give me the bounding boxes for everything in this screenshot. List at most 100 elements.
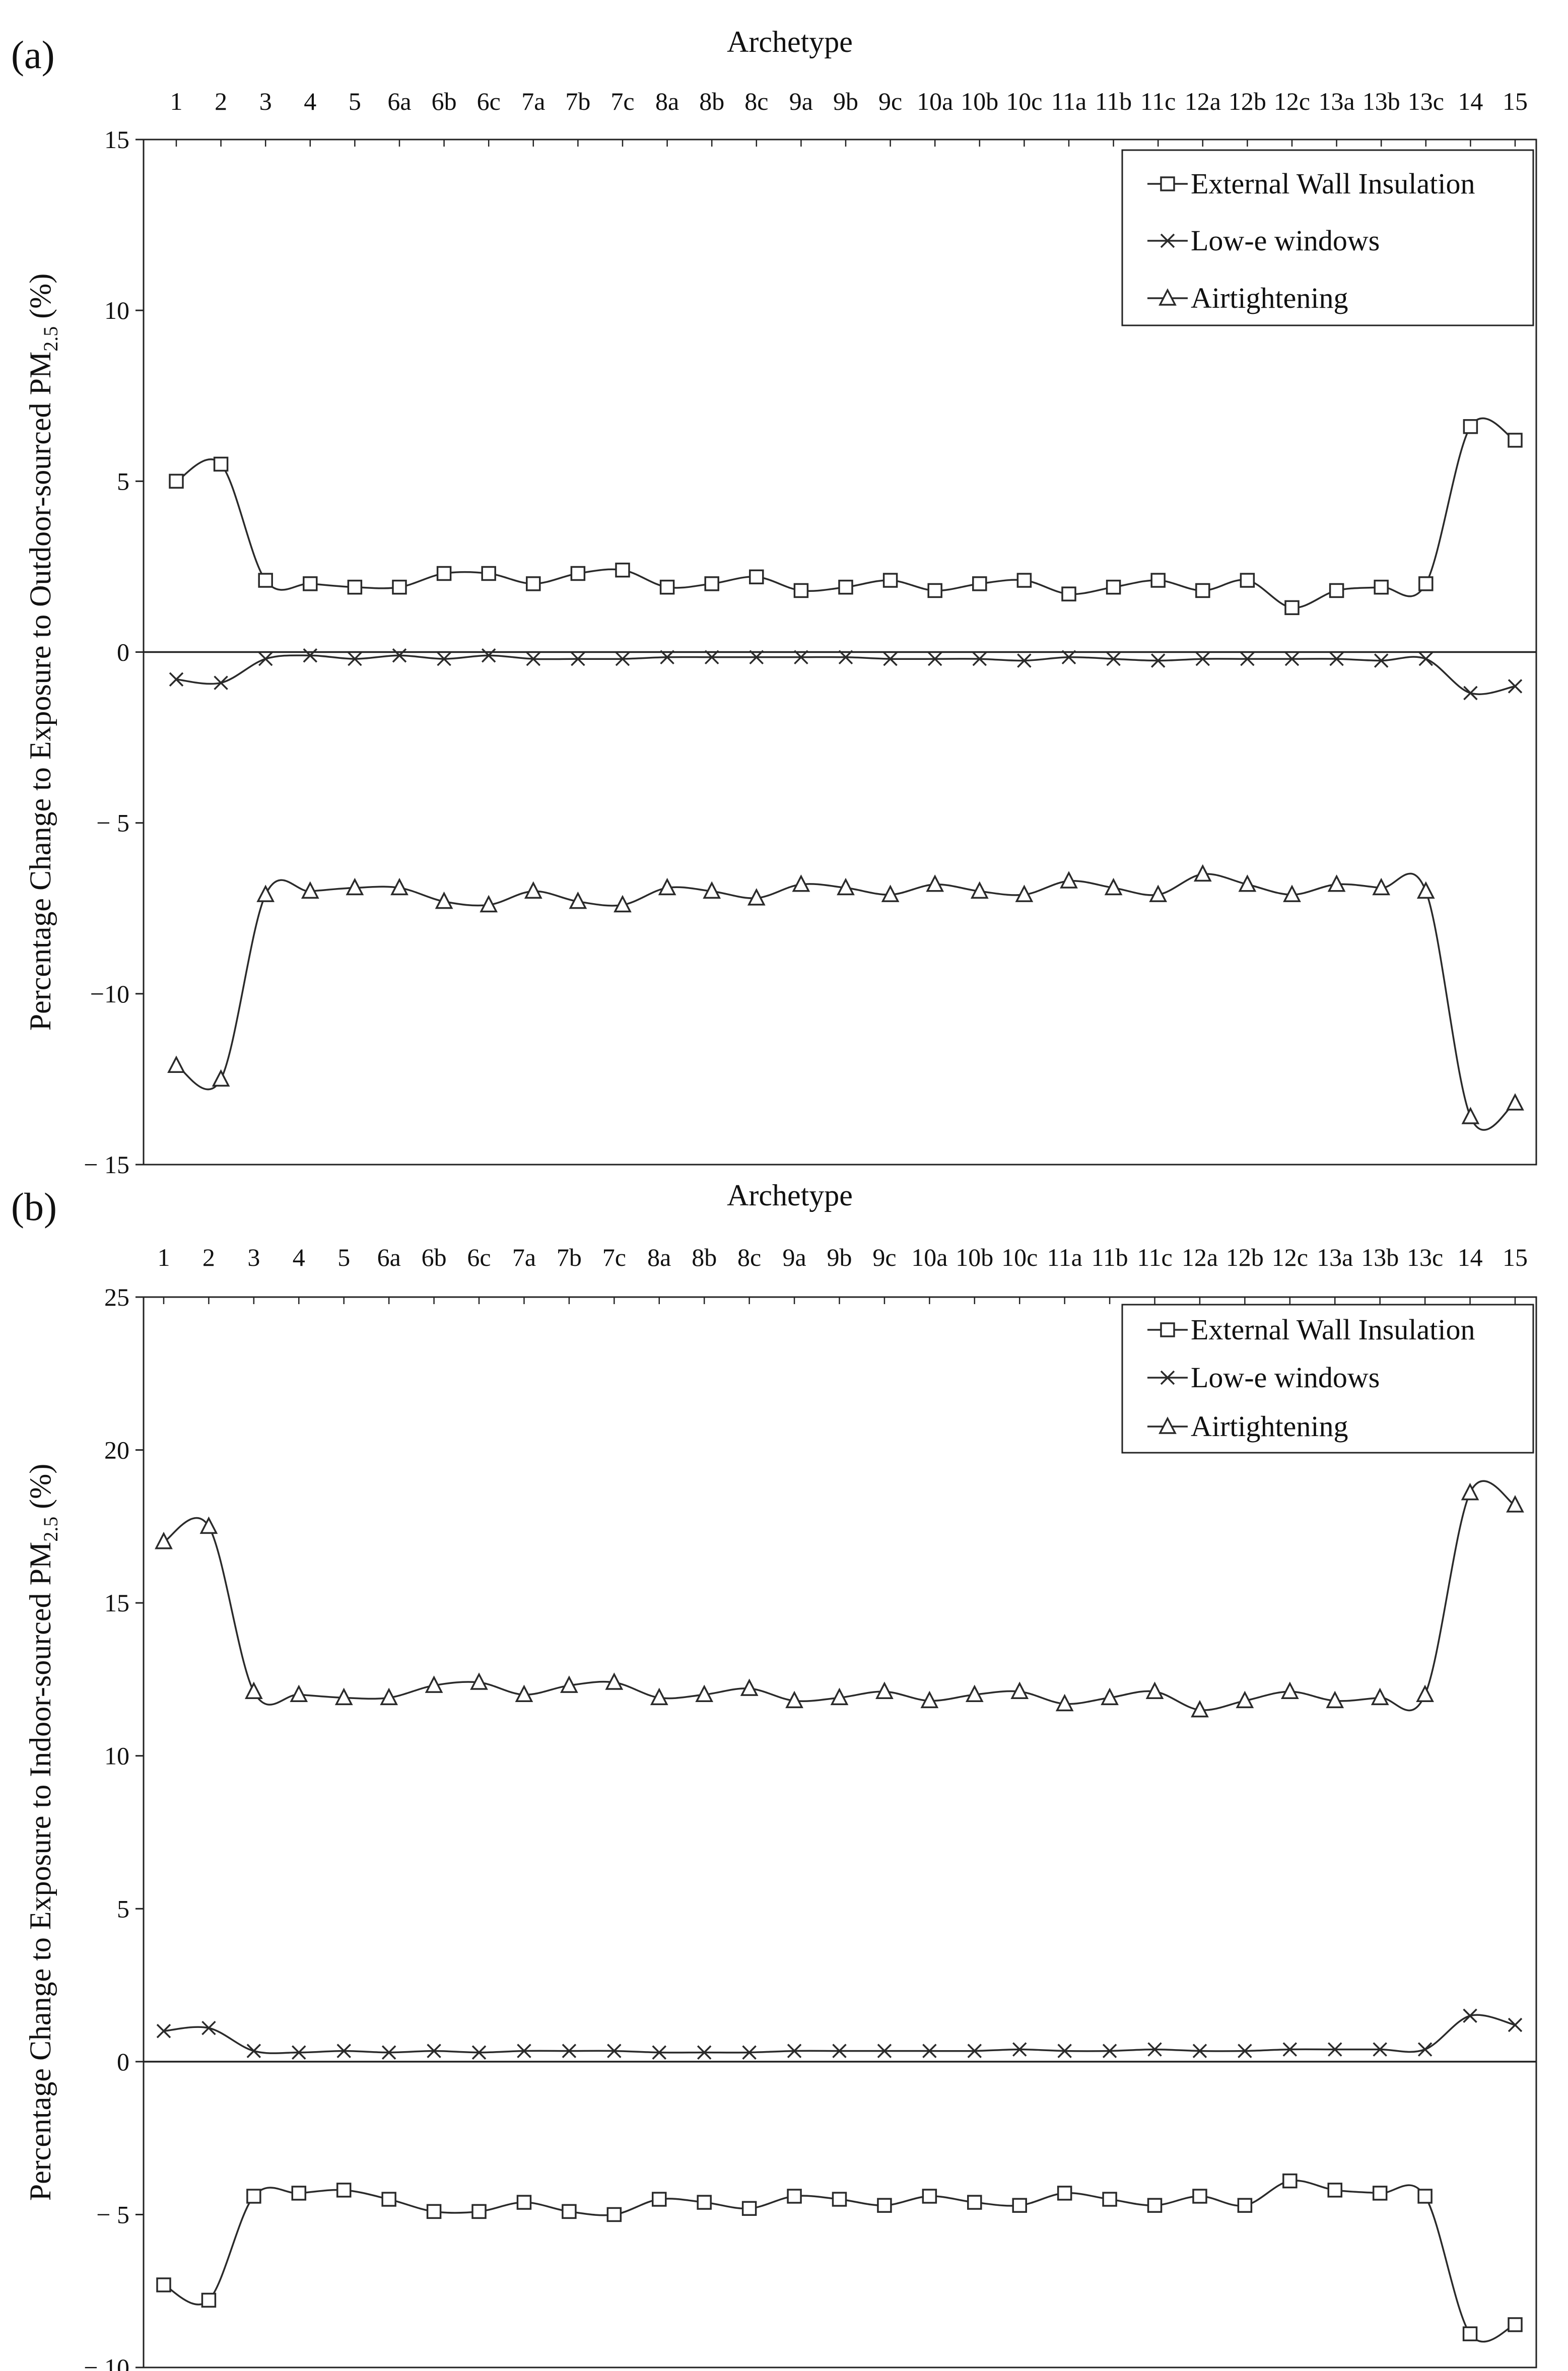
x-tick-label: 3 bbox=[259, 87, 272, 115]
x-tick-label: 9a bbox=[789, 87, 813, 115]
data-point bbox=[605, 1672, 624, 1690]
data-point bbox=[437, 651, 451, 666]
x-tick-label: 5 bbox=[337, 1243, 350, 1271]
data-point bbox=[613, 895, 632, 913]
x-tick-label: 9c bbox=[878, 87, 902, 115]
data-point bbox=[1280, 1681, 1299, 1699]
x-tick-label: 10b bbox=[961, 87, 998, 115]
x-tick-label: 8a bbox=[647, 1243, 671, 1271]
data-point bbox=[875, 1681, 894, 1699]
data-point bbox=[926, 874, 944, 892]
data-point bbox=[214, 675, 228, 690]
data-point bbox=[972, 576, 987, 591]
data-point bbox=[1012, 2042, 1027, 2057]
data-point bbox=[972, 651, 987, 666]
data-point bbox=[1057, 2186, 1072, 2201]
y-tick-label: 25 bbox=[104, 1283, 129, 1311]
data-point bbox=[156, 2023, 171, 2039]
y-axis-title-main: Percentage Change to Exposure to Outdoor… bbox=[24, 352, 57, 1031]
x-tick-label: 12b bbox=[1226, 1243, 1264, 1271]
data-point bbox=[837, 877, 855, 896]
x-tick-label: 2 bbox=[215, 87, 227, 115]
data-point bbox=[156, 2277, 171, 2292]
data-point bbox=[560, 1675, 578, 1693]
series-line bbox=[176, 417, 1516, 609]
x-tick-label: 1 bbox=[170, 87, 183, 115]
y-axis-title-unit: (%) bbox=[24, 1464, 57, 1517]
data-point bbox=[787, 2189, 802, 2204]
x-tick-label: 13b bbox=[1362, 87, 1400, 115]
data-point bbox=[1418, 651, 1434, 666]
data-point bbox=[658, 877, 676, 896]
data-point bbox=[303, 648, 318, 663]
data-point bbox=[1147, 2198, 1163, 2213]
data-point bbox=[1329, 651, 1344, 666]
data-point bbox=[1240, 651, 1255, 666]
x-tick-label: 13c bbox=[1408, 87, 1444, 115]
data-point bbox=[967, 2195, 982, 2210]
data-point bbox=[1015, 885, 1034, 902]
y-tick-label: 5 bbox=[117, 467, 129, 495]
data-point bbox=[1282, 2173, 1298, 2189]
data-point bbox=[1327, 874, 1346, 892]
x-tick-label: 6b bbox=[432, 87, 457, 115]
data-point bbox=[1508, 2017, 1523, 2033]
data-point bbox=[571, 651, 585, 666]
data-point bbox=[1061, 586, 1076, 601]
data-point bbox=[877, 2044, 892, 2058]
x-tick-label: 13a bbox=[1318, 87, 1354, 115]
data-point bbox=[1462, 2326, 1478, 2341]
data-point bbox=[201, 2292, 217, 2308]
panel-label: (a) bbox=[11, 33, 55, 77]
data-point bbox=[1329, 583, 1344, 598]
x-tick-label: 9a bbox=[782, 1243, 806, 1271]
series-triangle bbox=[167, 864, 1524, 1131]
x-tick-label: 14 bbox=[1458, 1243, 1483, 1271]
data-point bbox=[526, 651, 541, 666]
data-point bbox=[792, 874, 810, 892]
data-point bbox=[965, 1684, 984, 1703]
data-point bbox=[291, 2186, 307, 2201]
x-tick-label: 9c bbox=[872, 1243, 896, 1271]
legend-marker bbox=[1160, 1322, 1175, 1337]
series-triangle bbox=[155, 1480, 1524, 1718]
data-point bbox=[883, 651, 898, 666]
data-point bbox=[1371, 1687, 1389, 1706]
legend-label: Airtightening bbox=[1191, 1410, 1348, 1443]
data-point bbox=[1101, 1687, 1119, 1706]
data-point bbox=[697, 2195, 712, 2210]
data-point bbox=[1106, 579, 1121, 595]
data-point bbox=[1418, 576, 1434, 591]
series-square bbox=[156, 2173, 1523, 2343]
data-point bbox=[877, 2198, 892, 2213]
data-point bbox=[1374, 653, 1389, 668]
data-point bbox=[882, 573, 898, 588]
x-tick-label: 7b bbox=[565, 87, 590, 115]
data-point bbox=[334, 1687, 353, 1706]
data-point bbox=[1416, 1684, 1435, 1703]
data-point bbox=[336, 2183, 352, 2198]
panel-label: (b) bbox=[11, 1185, 57, 1229]
data-point bbox=[1012, 2198, 1027, 2213]
data-point bbox=[704, 576, 719, 591]
data-point bbox=[1102, 2044, 1117, 2058]
data-point bbox=[1506, 1495, 1524, 1513]
data-point bbox=[740, 1678, 759, 1696]
x-tick-label: 8c bbox=[744, 87, 768, 115]
data-point bbox=[348, 651, 362, 666]
x-tick-label: 11c bbox=[1137, 1243, 1172, 1271]
data-point bbox=[301, 881, 319, 899]
data-point bbox=[1016, 573, 1032, 588]
data-point bbox=[660, 650, 674, 664]
data-point bbox=[1145, 1681, 1164, 1699]
series-line bbox=[176, 872, 1516, 1131]
data-point bbox=[1236, 1690, 1254, 1709]
data-point bbox=[1417, 2042, 1433, 2057]
data-point bbox=[741, 2201, 757, 2216]
x-tick-label: 8b bbox=[692, 1243, 717, 1271]
data-point bbox=[1463, 2008, 1477, 2023]
data-point bbox=[392, 648, 407, 663]
data-point bbox=[1192, 2044, 1207, 2058]
data-point bbox=[1104, 877, 1123, 896]
x-tick-label: 7b bbox=[557, 1243, 582, 1271]
